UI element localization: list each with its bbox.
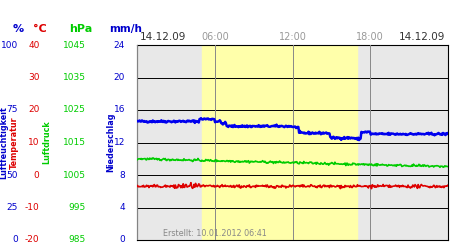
Text: 995: 995 bbox=[68, 203, 86, 212]
Text: 20: 20 bbox=[114, 73, 125, 82]
Text: 4: 4 bbox=[120, 203, 125, 212]
Text: 1035: 1035 bbox=[63, 73, 86, 82]
Text: Niederschlag: Niederschlag bbox=[106, 113, 115, 172]
Text: 30: 30 bbox=[28, 73, 40, 82]
Text: 16: 16 bbox=[113, 106, 125, 114]
Bar bbox=[202, 45, 292, 240]
Text: 0: 0 bbox=[34, 170, 40, 179]
Text: 18:00: 18:00 bbox=[356, 32, 384, 42]
Text: 20: 20 bbox=[28, 106, 40, 114]
Bar bbox=[292, 45, 357, 240]
Text: hPa: hPa bbox=[69, 24, 93, 34]
Text: -10: -10 bbox=[25, 203, 40, 212]
Text: °C: °C bbox=[33, 24, 46, 34]
Text: Temperatur: Temperatur bbox=[10, 116, 19, 169]
Text: 1025: 1025 bbox=[63, 106, 86, 114]
Text: 75: 75 bbox=[6, 106, 18, 114]
Text: 0: 0 bbox=[119, 236, 125, 244]
Text: 14.12.09: 14.12.09 bbox=[399, 32, 446, 42]
Text: Erstellt: 10.01.2012 06:41: Erstellt: 10.01.2012 06:41 bbox=[163, 228, 267, 237]
Text: 40: 40 bbox=[28, 40, 40, 50]
Text: 25: 25 bbox=[7, 203, 18, 212]
Text: Luftdruck: Luftdruck bbox=[43, 121, 52, 164]
Text: 1015: 1015 bbox=[63, 138, 86, 147]
Text: 24: 24 bbox=[114, 40, 125, 50]
Text: 50: 50 bbox=[6, 170, 18, 179]
Text: -20: -20 bbox=[25, 236, 40, 244]
Text: mm/h: mm/h bbox=[108, 24, 142, 34]
Text: Luftfeuchtigkeit: Luftfeuchtigkeit bbox=[0, 106, 8, 179]
Text: 12: 12 bbox=[114, 138, 125, 147]
Text: 10: 10 bbox=[28, 138, 40, 147]
Text: %: % bbox=[13, 24, 23, 34]
Text: 100: 100 bbox=[1, 40, 18, 50]
Text: 8: 8 bbox=[119, 170, 125, 179]
Text: 0: 0 bbox=[12, 236, 18, 244]
Text: 06:00: 06:00 bbox=[201, 32, 229, 42]
Text: 1005: 1005 bbox=[63, 170, 86, 179]
Text: 14.12.09: 14.12.09 bbox=[140, 32, 186, 42]
Text: 985: 985 bbox=[68, 236, 86, 244]
Text: 1045: 1045 bbox=[63, 40, 86, 50]
Text: 12:00: 12:00 bbox=[279, 32, 306, 42]
